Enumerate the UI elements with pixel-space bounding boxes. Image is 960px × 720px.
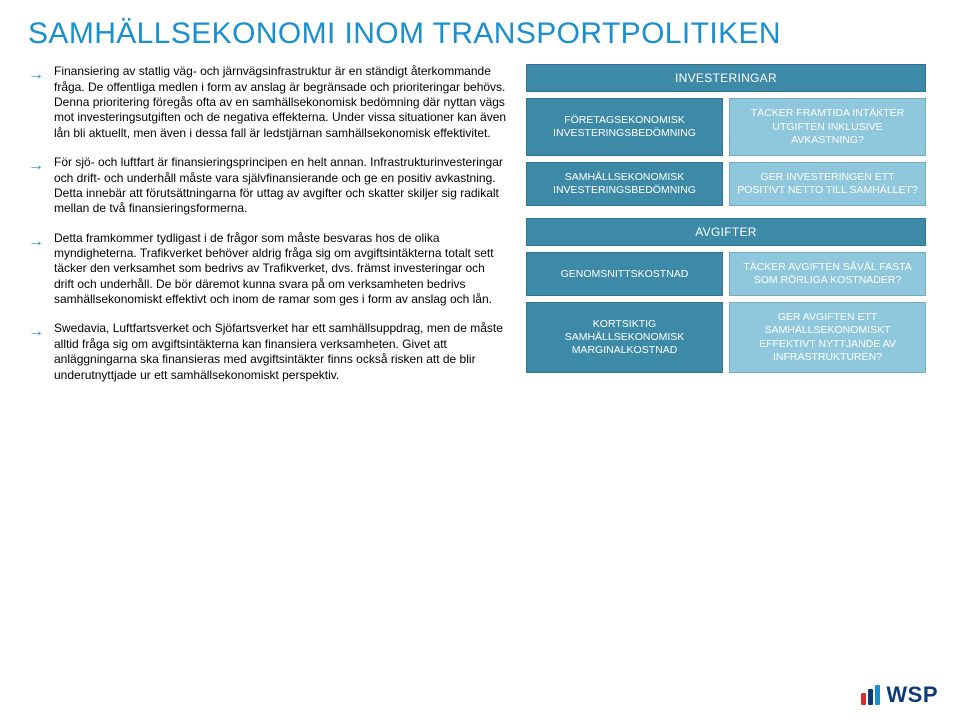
arrow-icon: →: [28, 322, 44, 382]
page-title: SAMHÄLLSEKONOMI INOM TRANSPORTPOLITIKEN: [28, 18, 932, 50]
arrow-icon: →: [28, 232, 44, 308]
diagram-row: SAMHÄLLSEKONOMISK INVESTERINGSBEDÖMNING …: [526, 162, 926, 206]
diagram-row: GENOMSNITTSKOSTNAD TÄCKER AVGIFTEN SÅVÄL…: [526, 252, 926, 296]
section-header: INVESTERINGAR: [526, 64, 926, 92]
bullet-item: → För sjö- och luftfart är finansierings…: [28, 155, 508, 216]
bullet-item: → Detta framkommer tydligast i de frågor…: [28, 231, 508, 308]
diagram-section: AVGIFTER GENOMSNITTSKOSTNAD TÄCKER AVGIF…: [526, 218, 926, 373]
diagram-row: KORTSIKTIG SAMHÄLLSEKONOMISK MARGINALKOS…: [526, 302, 926, 373]
bullet-list: → Finansiering av statlig väg- och järnv…: [28, 64, 508, 396]
diagram-box: TÄCKER AVGIFTEN SÅVÄL FASTA SOM RÖRLIGA …: [729, 252, 926, 296]
diagram: INVESTERINGAR FÖRETAGSEKONOMISK INVESTER…: [526, 64, 926, 396]
diagram-box: SAMHÄLLSEKONOMISK INVESTERINGSBEDÖMNING: [526, 162, 723, 206]
arrow-icon: →: [28, 65, 44, 141]
diagram-box: GER AVGIFTEN ETT SAMHÄLLSEKONOMISKT EFFE…: [729, 302, 926, 373]
diagram-row: FÖRETAGSEKONOMISK INVESTERINGSBEDÖMNING …: [526, 98, 926, 155]
bullet-item: → Swedavia, Luftfartsverket och Sjöfarts…: [28, 321, 508, 382]
diagram-box: KORTSIKTIG SAMHÄLLSEKONOMISK MARGINALKOS…: [526, 302, 723, 373]
bullet-text: Finansiering av statlig väg- och järnväg…: [54, 64, 508, 141]
bullet-text: För sjö- och luftfart är finansieringspr…: [54, 155, 508, 216]
diagram-box: GENOMSNITTSKOSTNAD: [526, 252, 723, 296]
logo-bars-icon: [861, 685, 880, 705]
wsp-logo: WSP: [861, 682, 938, 708]
diagram-box: FÖRETAGSEKONOMISK INVESTERINGSBEDÖMNING: [526, 98, 723, 155]
arrow-icon: →: [28, 156, 44, 216]
logo-text: WSP: [886, 682, 938, 708]
diagram-box: TÄCKER FRAMTIDA INTÄKTER UTGIFTEN INKLUS…: [729, 98, 926, 155]
diagram-section: INVESTERINGAR FÖRETAGSEKONOMISK INVESTER…: [526, 64, 926, 206]
bullet-text: Detta framkommer tydligast i de frågor s…: [54, 231, 508, 308]
bullet-item: → Finansiering av statlig väg- och järnv…: [28, 64, 508, 141]
section-header: AVGIFTER: [526, 218, 926, 246]
bullet-text: Swedavia, Luftfartsverket och Sjöfartsve…: [54, 321, 508, 382]
diagram-box: GER INVESTERINGEN ETT POSITIVT NETTO TIL…: [729, 162, 926, 206]
